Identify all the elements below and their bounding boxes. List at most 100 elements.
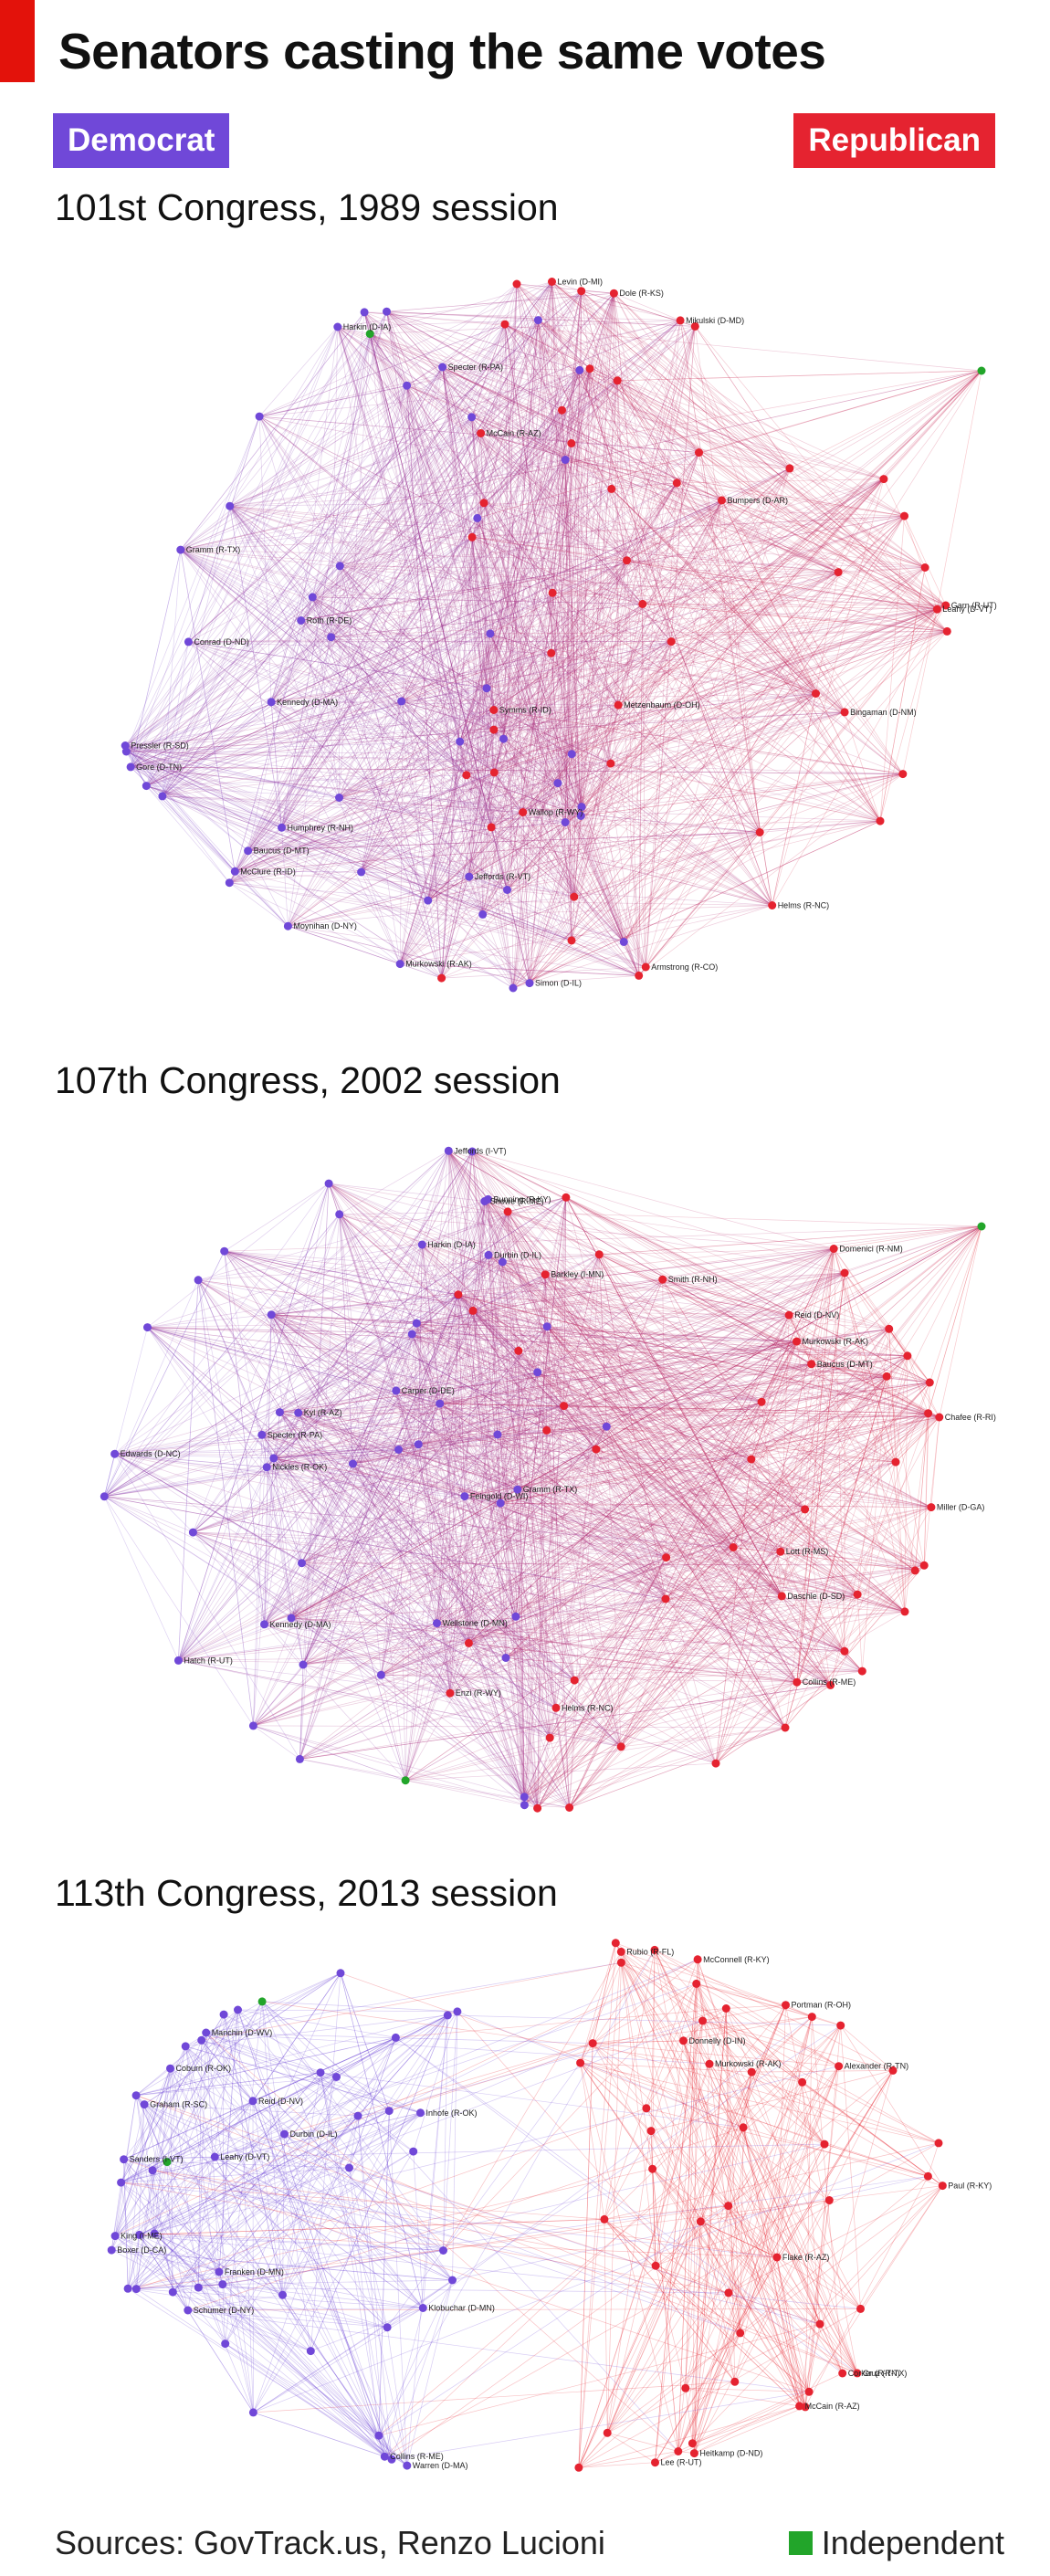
edge [571,773,903,941]
edge [114,2235,223,2285]
edge [605,1426,786,1729]
edge [439,1403,596,1450]
edge [288,925,442,979]
edge [264,1244,423,1624]
senator-label: Inhofe (R-OK) [426,2108,478,2118]
edge [573,820,881,898]
edge [273,1413,299,1459]
edge [146,785,282,828]
edge [482,688,488,915]
senator-label: Kennedy (D-MA) [270,1620,331,1629]
edge [381,1557,667,1676]
edge [301,1562,863,1672]
edge [162,560,627,797]
edge [551,281,791,469]
edge [427,741,461,901]
edge [833,1248,845,1652]
edge [571,499,722,941]
edge [302,1570,916,1666]
edge [483,502,612,764]
edge [235,459,566,872]
edge [247,850,639,976]
edge [518,1274,546,1351]
edge [235,608,938,872]
edge [457,1295,805,1510]
edge [281,827,442,979]
edge [223,2013,393,2460]
edge [515,1197,567,1617]
edge [468,1643,575,1681]
democrat-senator-node [439,2246,447,2255]
edge [378,2082,803,2436]
edge [339,1214,538,1809]
edge [340,518,478,567]
edge [267,1448,596,1468]
edge [270,1314,437,1624]
edge [517,1488,781,1552]
democrat-senator-node [306,2347,315,2356]
edge [184,2045,226,2344]
edge [604,2142,940,2220]
edge [702,2004,786,2022]
edge [389,2008,727,2111]
edge [184,2045,424,2308]
edge [187,2309,388,2329]
edge [398,1341,797,1450]
edge [288,925,401,964]
edge [781,1248,835,1596]
edge [581,290,591,369]
edge [606,1425,897,1463]
edge [490,326,696,828]
edge [270,1314,570,1808]
edge [404,1372,539,1781]
edge [229,505,926,568]
nodes [121,278,986,993]
edge [401,468,791,702]
democrat-senator-node [493,1430,502,1439]
edge [751,1458,858,1595]
edge [572,631,948,755]
edge [574,1595,782,1681]
edge [114,1449,399,1455]
edge [471,281,552,538]
edge [564,459,582,816]
edge [271,1314,762,1403]
edge [281,518,478,828]
edge [299,1593,858,1760]
edge [279,1412,517,1617]
edge [302,1461,897,1666]
edge [665,1598,786,1729]
edge [135,2095,380,2436]
edge [229,711,845,884]
edge [645,605,947,968]
edge [780,1551,906,1613]
edge [844,1272,906,1612]
edge [655,2020,703,2463]
edge [229,320,681,883]
edge [340,565,903,774]
edge [427,290,583,901]
edge [299,1685,831,1760]
edge [147,1327,575,1681]
edge [574,1679,717,1764]
edge [563,1405,734,1548]
edge [127,2234,140,2289]
edge [288,443,572,927]
edge [694,2391,810,2454]
edge [494,772,558,783]
edge [562,410,572,444]
edge [459,741,559,783]
edge [457,1201,486,1296]
edge [502,1225,982,1263]
edge [381,1670,863,1676]
edge [507,1211,539,1372]
edge [198,1279,887,1377]
senator-label: Sanders (I-VT) [130,2155,184,2164]
edge [152,2009,238,2171]
edge [493,729,575,898]
edge [538,320,881,822]
edge [121,2112,421,2183]
edge [395,1390,525,1805]
edge [493,710,761,833]
edge [229,882,401,964]
